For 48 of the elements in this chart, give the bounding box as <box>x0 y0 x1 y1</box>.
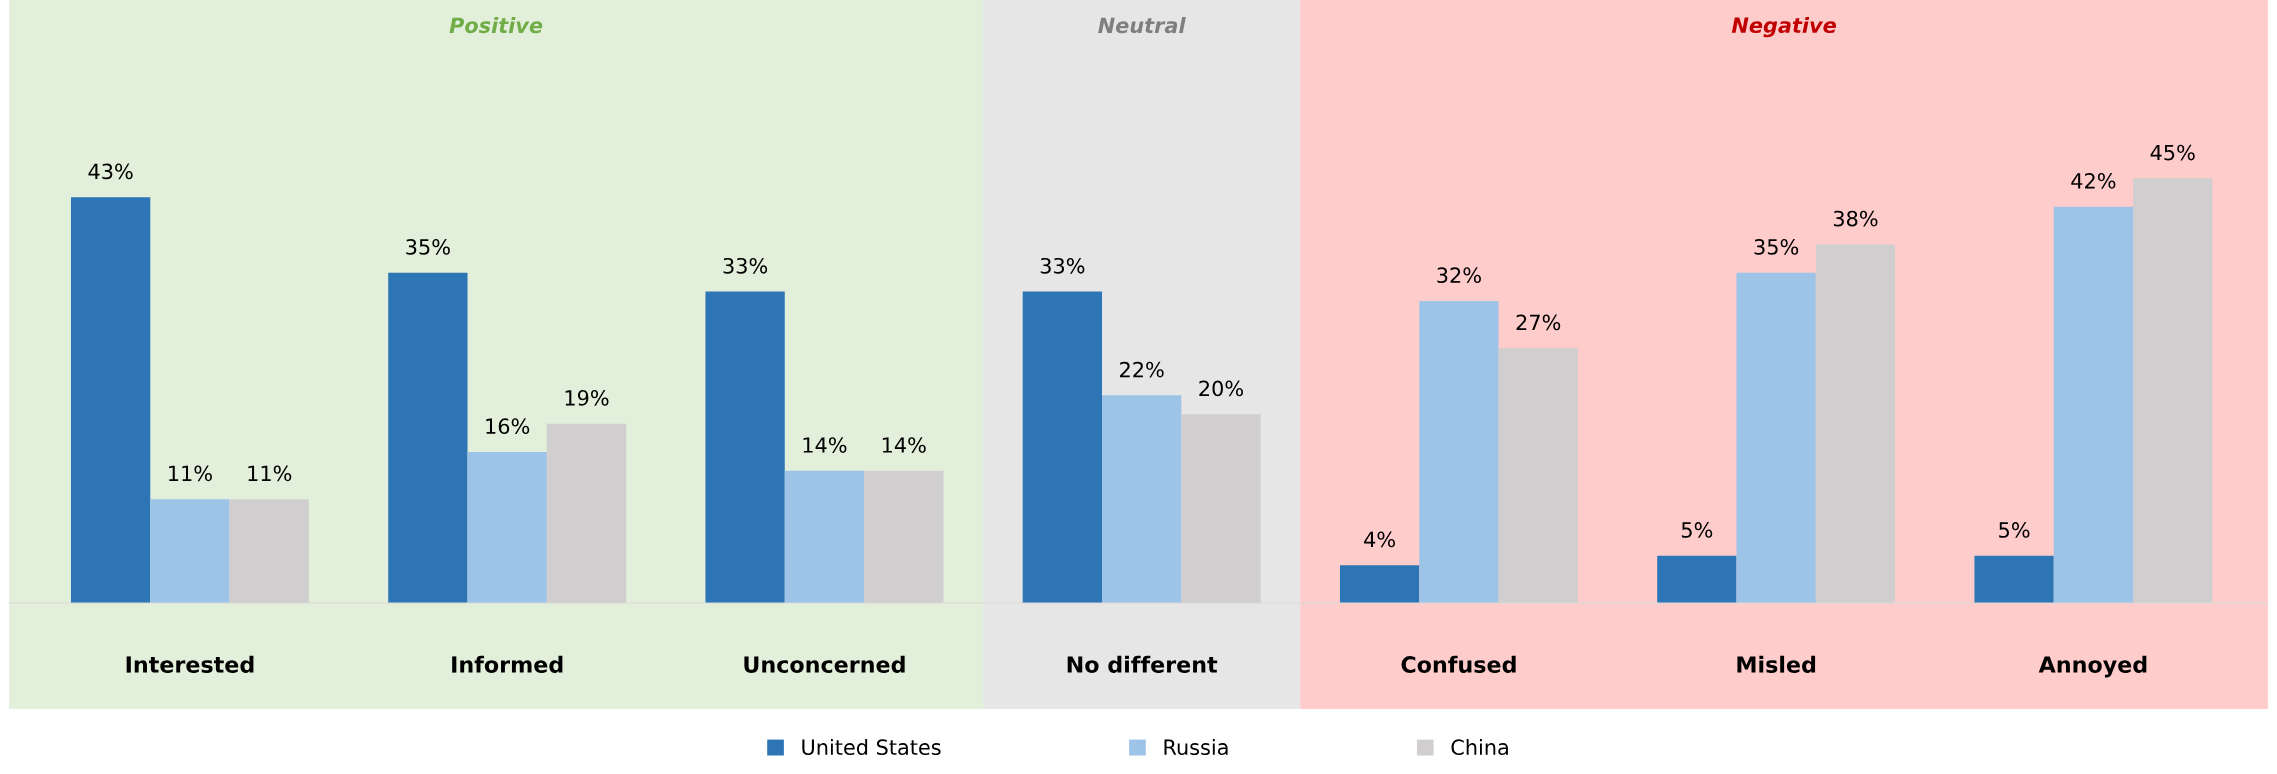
band-label: Neutral <box>1098 17 1186 34</box>
data-label: 43% <box>88 163 133 180</box>
band-label: Negative <box>1731 16 1836 38</box>
data-label: 5% <box>1999 522 2030 538</box>
x-tick-label: Annoyed <box>2038 655 2147 678</box>
bar <box>150 499 230 603</box>
x-tick-label: Informed <box>452 655 563 673</box>
bar <box>2053 206 2134 603</box>
bar <box>1419 301 1499 603</box>
data-label: 20% <box>1199 380 1243 397</box>
x-tick-label: No different <box>1067 655 1218 673</box>
data-label: 45% <box>2150 144 2195 161</box>
data-label: 11% <box>248 465 292 482</box>
bar <box>1102 395 1182 603</box>
data-label: 22% <box>1120 361 1164 378</box>
bar <box>388 272 468 603</box>
data-label: 14% <box>882 437 926 453</box>
bar <box>1736 272 1816 603</box>
bar <box>705 291 785 603</box>
data-label: 27% <box>1516 314 1561 331</box>
data-label: 35% <box>406 239 450 255</box>
x-tick-label: Interested <box>126 655 254 673</box>
data-label: 19% <box>565 389 609 406</box>
bar <box>1974 555 2054 603</box>
band-label: Positive <box>449 17 543 34</box>
data-label: 14% <box>803 437 847 453</box>
data-label: 35% <box>1754 239 1799 255</box>
legend-label: Russia <box>1164 738 1228 756</box>
legend-label: United States <box>802 738 941 756</box>
data-label: 33% <box>1040 257 1085 274</box>
x-tick-label: Misled <box>1737 655 1816 673</box>
legend-label: China <box>1451 738 1508 756</box>
data-label: 5% <box>1681 522 1713 538</box>
data-label: 32% <box>1437 267 1481 284</box>
bar <box>1022 291 1103 603</box>
x-tick-label: Confused <box>1401 655 1516 673</box>
bar <box>1339 565 1420 603</box>
data-label: 4% <box>1364 531 1395 548</box>
bar <box>70 197 151 603</box>
data-label: 16% <box>486 418 530 435</box>
x-tick-label: Unconcerned <box>744 655 905 673</box>
data-label: 38% <box>1833 210 1878 227</box>
data-label: 42% <box>2071 172 2116 189</box>
data-label: 11% <box>169 465 212 482</box>
bar <box>1657 555 1737 603</box>
data-label: 33% <box>723 257 768 274</box>
bar <box>784 470 865 603</box>
bar <box>467 451 547 603</box>
